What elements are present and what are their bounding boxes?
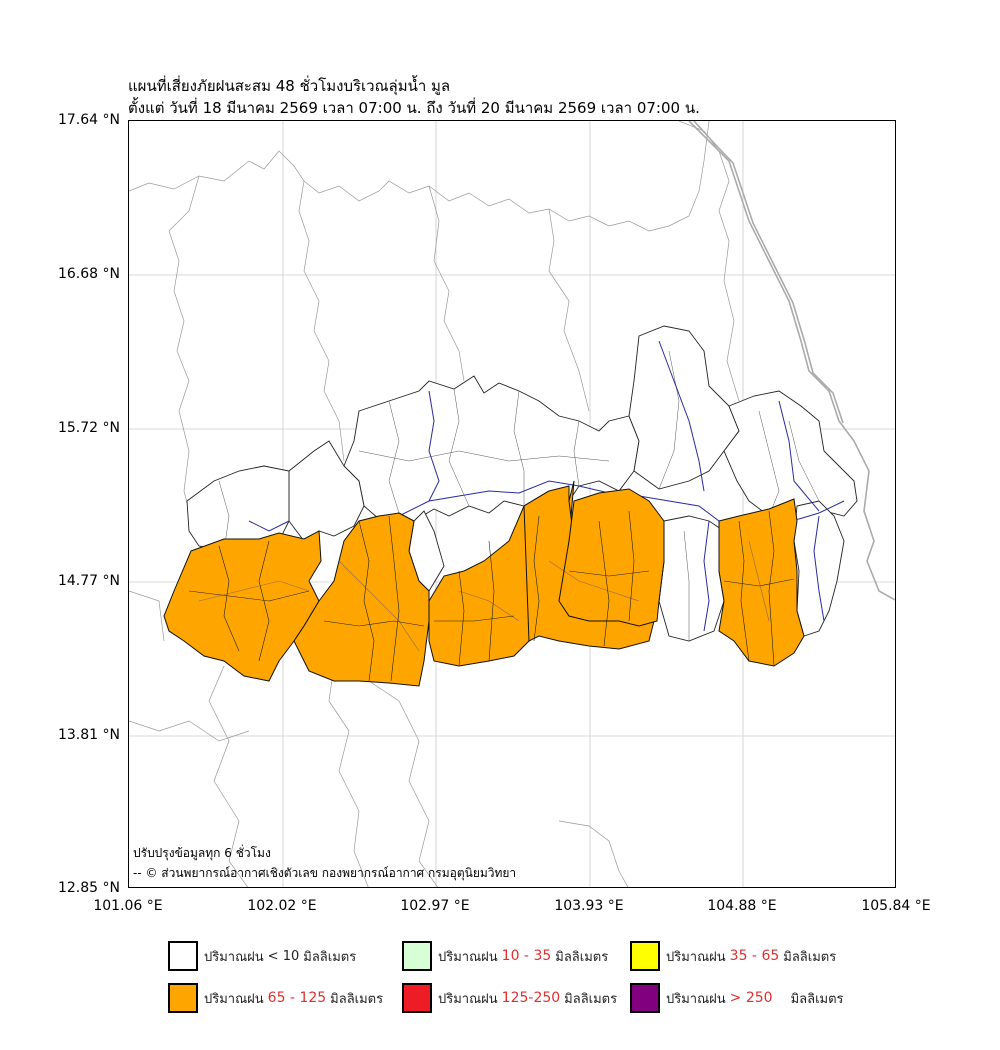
legend-range: < 10 — [267, 948, 300, 964]
basin-map — [129, 121, 895, 887]
legend-range: 10 - 35 — [501, 948, 552, 964]
admin-borders — [129, 121, 740, 887]
map-panel — [128, 120, 896, 888]
legend-prefix: ปริมาณฝน — [438, 991, 498, 1007]
lat-tick-label: 17.64 °N — [57, 112, 120, 128]
lon-tick-label: 103.93 °E — [554, 898, 624, 914]
legend-unit: มิลลิเมตร — [303, 949, 357, 965]
legend-range: 125-250 — [501, 990, 561, 1006]
legend-prefix: ปริมาณฝน — [438, 949, 498, 965]
legend-swatch — [402, 983, 432, 1013]
legend-range: 65 - 125 — [267, 990, 327, 1006]
legend-item: ปริมาณฝน 10 - 35 มิลลิเมตร — [402, 939, 608, 973]
legend-swatch — [630, 941, 660, 971]
lon-tick-label: 101.06 °E — [93, 898, 163, 914]
lat-tick-label: 16.68 °N — [57, 266, 120, 282]
lat-tick-label: 15.72 °N — [57, 420, 120, 436]
legend-swatch — [630, 983, 660, 1013]
lon-tick-label: 102.02 °E — [247, 898, 317, 914]
legend-item: ปริมาณฝน 35 - 65 มิลลิเมตร — [630, 939, 836, 973]
lon-tick-label: 102.97 °E — [400, 898, 470, 914]
river-network-orange — [198, 540, 770, 652]
basin-white-internal — [218, 350, 820, 641]
legend-range: 35 - 65 — [729, 948, 780, 964]
legend-range: > 250 — [729, 990, 773, 1006]
lon-tick-label: 104.88 °E — [707, 898, 777, 914]
map-subtitle: ตั้งแต่ วันที่ 18 มีนาคม 2569 เวลา 07:00… — [128, 99, 700, 117]
legend-item: ปริมาณฝน 125-250 มิลลิเมตร — [402, 981, 617, 1015]
legend-prefix: ปริมาณฝน — [204, 991, 264, 1007]
lat-tick-label: 12.85 °N — [57, 880, 120, 896]
legend-item: ปริมาณฝน > 250 มิลลิเมตร — [630, 981, 844, 1015]
lat-tick-label: 13.81 °N — [57, 727, 120, 743]
legend-unit: มิลลิเมตร — [330, 991, 384, 1007]
mekong-river — [688, 121, 895, 601]
legend-prefix: ปริมาณฝน — [204, 949, 264, 965]
legend-swatch — [168, 983, 198, 1013]
credit-note: -- © ส่วนพยากรณ์อากาศเชิงตัวเลข กองพยากร… — [133, 866, 517, 880]
legend-unit: มิลลิเมตร — [555, 949, 609, 965]
legend-swatch — [402, 941, 432, 971]
basin-orange-internal — [188, 510, 795, 682]
legend-swatch — [168, 941, 198, 971]
legend-unit: มิลลิเมตร — [790, 991, 844, 1007]
legend-item: ปริมาณฝน < 10 มิลลิเมตร — [168, 939, 356, 973]
legend-prefix: ปริมาณฝน — [666, 949, 726, 965]
update-note: ปรับปรุงข้อมูลทุก 6 ชั่วโมง — [133, 846, 271, 860]
lon-tick-label: 105.84 °E — [861, 898, 931, 914]
legend-unit: มิลลิเมตร — [564, 991, 618, 1007]
legend-prefix: ปริมาณฝน — [666, 991, 726, 1007]
legend-unit: มิลลิเมตร — [783, 949, 837, 965]
map-title: แผนที่เสี่ยงภัยฝนสะสม 48 ชั่วโมงบริเวณลุ… — [128, 77, 451, 95]
lat-tick-label: 14.77 °N — [57, 573, 120, 589]
legend-item: ปริมาณฝน 65 - 125 มิลลิเมตร — [168, 981, 383, 1015]
